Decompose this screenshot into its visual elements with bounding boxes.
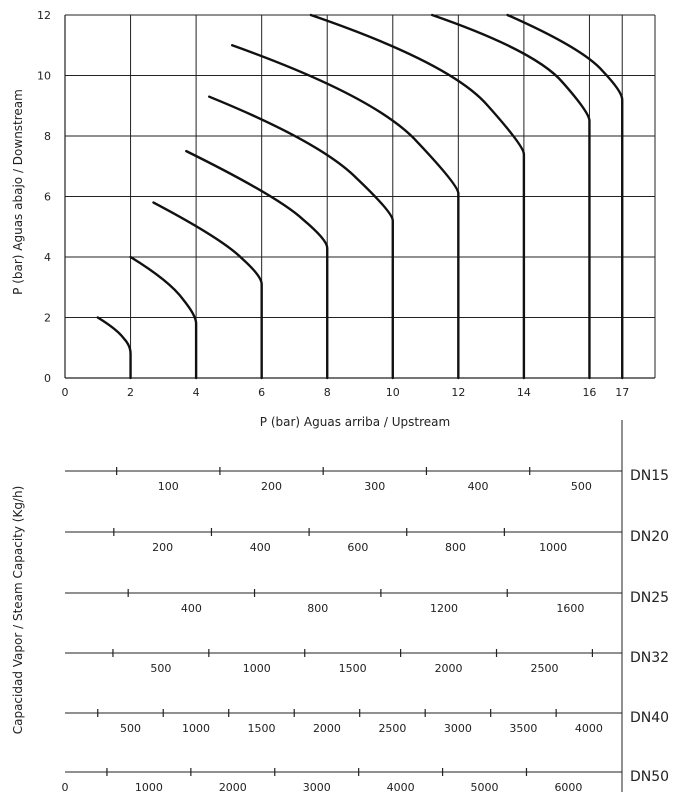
x-tick-label: 4	[193, 386, 200, 399]
x-tick-label: 6	[258, 386, 265, 399]
pressure-grid	[64, 14, 656, 379]
pressure-curve	[430, 13, 591, 380]
capacity-scales: 100 200 300 400 500 DN15 200 400 600 800 1000 DN20 4…	[62, 420, 669, 794]
capacity-value-label: 800	[445, 541, 466, 554]
capacity-value-label: 1200	[430, 602, 458, 615]
x-tick-label: 14	[517, 386, 531, 399]
x-tick-label: 17	[615, 386, 629, 399]
capacity-value-label: 400	[181, 602, 202, 615]
pipe-size-label: DN20	[630, 529, 669, 545]
y-tick-label: 2	[44, 312, 51, 325]
y-tick-label: 12	[37, 9, 51, 22]
capacity-scale-dn20: 200 400 600 800 1000 DN20	[65, 528, 669, 554]
capacity-value-label: 100	[158, 480, 179, 493]
pressure-curve	[129, 255, 198, 380]
capacity-scale-dn40: 500 1000 1500 2000 2500 3000 3500 4000 DN40	[65, 709, 669, 735]
x-tick-label: 2	[127, 386, 134, 399]
capacity-value-label: 2000	[313, 722, 341, 735]
capacity-scale-dn15: 100 200 300 400 500 DN15	[65, 467, 669, 493]
capacity-axis-label: Capacidad Vapor / Steam Capacity (Kg/h)	[11, 486, 25, 735]
y-tick-label: 4	[44, 251, 51, 264]
pressure-curve	[230, 44, 460, 380]
capacity-scale-dn25: 400 800 1200 1600 DN25	[65, 589, 669, 615]
x-axis-label: P (bar) Aguas arriba / Upstream	[260, 415, 450, 429]
y-tick-label: 0	[44, 372, 51, 385]
capacity-value-label: 1600	[556, 602, 584, 615]
x-tick-label: 16	[582, 386, 596, 399]
capacity-value-label: 200	[261, 480, 282, 493]
pressure-curve	[96, 316, 132, 380]
capacity-value-label: 6000	[554, 781, 582, 794]
capacity-value-label: 4000	[387, 781, 415, 794]
capacity-value-label: 1000	[135, 781, 163, 794]
capacity-value-label: 0	[62, 781, 69, 794]
capacity-value-label: 3000	[444, 722, 472, 735]
capacity-value-label: 400	[468, 480, 489, 493]
capacity-scale-dn50: 0 1000 2000 3000 4000 5000 6000 DN50	[62, 768, 669, 794]
pressure-tick-labels: 0 2 4 6 8 10 12 14 16 17 0 2 4 6 8 10 12	[37, 9, 629, 399]
pressure-curve	[208, 95, 394, 380]
capacity-value-label: 3000	[303, 781, 331, 794]
x-tick-label: 10	[386, 386, 400, 399]
capacity-value-label: 2500	[530, 662, 558, 675]
capacity-value-label: 2500	[378, 722, 406, 735]
capacity-value-label: 3500	[509, 722, 537, 735]
capacity-value-label: 2000	[435, 662, 463, 675]
x-tick-label: 12	[451, 386, 465, 399]
pressure-chart: 0 2 4 6 8 10 12 14 16 17 0 2 4 6 8 10 12 P (bar) Aguas a…	[11, 9, 656, 429]
capacity-value-label: 500	[571, 480, 592, 493]
capacity-value-label: 1000	[539, 541, 567, 554]
pipe-size-label: DN15	[630, 468, 669, 484]
pipe-size-label: DN32	[630, 650, 669, 666]
x-tick-label: 8	[324, 386, 331, 399]
capacity-value-label: 500	[150, 662, 171, 675]
capacity-value-label: 800	[307, 602, 328, 615]
pressure-curves	[96, 13, 624, 380]
capacity-value-label: 400	[250, 541, 271, 554]
capacity-value-label: 1000	[243, 662, 271, 675]
y-axis-label: P (bar) Aguas abajo / Downstream	[11, 89, 25, 295]
capacity-value-label: 1500	[339, 662, 367, 675]
pressure-curve	[309, 13, 526, 380]
capacity-value-label: 2000	[219, 781, 247, 794]
pressure-curve	[152, 201, 263, 380]
capacity-value-label: 1000	[182, 722, 210, 735]
capacity-chart: 100 200 300 400 500 DN15 200 400 600 800 1000 DN20 4…	[11, 420, 669, 794]
capacity-value-label: 500	[120, 722, 141, 735]
pipe-size-label: DN50	[630, 769, 669, 785]
capacity-scale-dn32: 500 1000 1500 2000 2500 DN32	[65, 649, 669, 675]
y-tick-label: 10	[37, 70, 51, 83]
capacity-value-label: 1500	[247, 722, 275, 735]
pipe-size-label: DN40	[630, 710, 669, 726]
capacity-value-label: 300	[364, 480, 385, 493]
capacity-value-label: 5000	[471, 781, 499, 794]
capacity-value-label: 600	[347, 541, 368, 554]
x-tick-label: 0	[62, 386, 69, 399]
y-tick-label: 8	[44, 130, 51, 143]
pressure-curve	[185, 149, 329, 380]
y-tick-label: 6	[44, 191, 51, 204]
pipe-size-label: DN25	[630, 590, 669, 606]
capacity-value-label: 200	[152, 541, 173, 554]
pressure-curve	[506, 13, 624, 380]
capacity-value-label: 4000	[575, 722, 603, 735]
